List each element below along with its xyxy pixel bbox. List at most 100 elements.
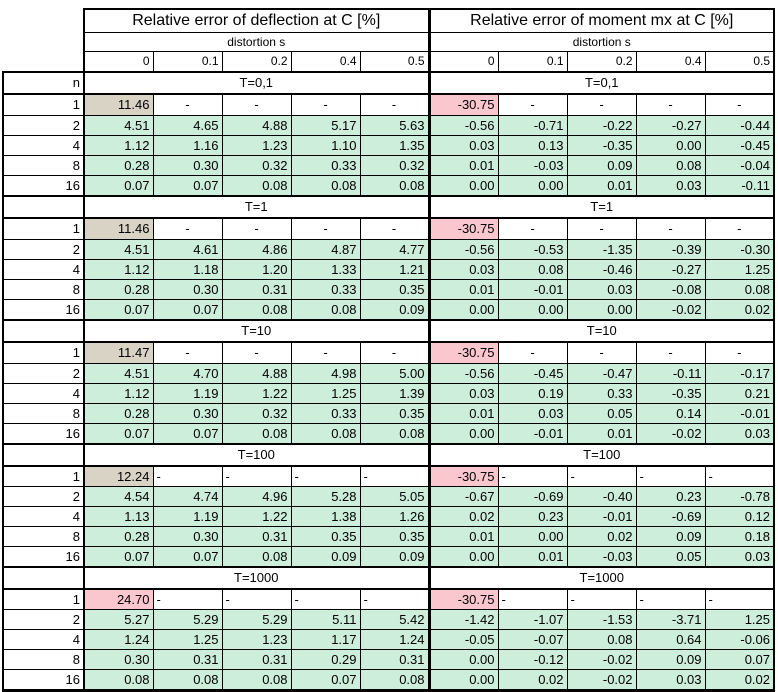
data-row: 8 0.30 0.31 0.31 0.29 0.31 0.00 -0.12 -0.02 0.09 0… xyxy=(2,648,775,670)
col-header: 0.1 xyxy=(152,51,223,72)
moment-value-cell: -0.01 xyxy=(497,422,568,444)
moment-value-cell: - xyxy=(704,217,775,240)
deflection-value-cell: 5.27 xyxy=(83,608,154,630)
deflection-value-cell: - xyxy=(221,341,292,364)
data-row: 2 5.27 5.29 5.29 5.11 5.42 -1.42 -1.07 -1.53 -3.7… xyxy=(2,608,775,630)
moment-value-cell: -1.07 xyxy=(497,608,568,630)
moment-value-cell: 0.00 xyxy=(428,668,499,692)
deflection-value-cell: 4.96 xyxy=(221,485,292,507)
col-header: 0.5 xyxy=(359,51,431,72)
deflection-value-cell: 0.07 xyxy=(83,298,154,320)
moment-value-cell: - xyxy=(497,93,568,116)
moment-value-cell: -0.53 xyxy=(497,238,568,260)
data-row: 8 0.28 0.30 0.31 0.35 0.35 0.01 0.00 0.02 0.09 0.1… xyxy=(2,525,775,547)
moment-value-cell: - xyxy=(704,93,775,116)
deflection-value-cell: 0.08 xyxy=(221,668,292,692)
moment-value-cell: - xyxy=(497,588,568,610)
moment-value-cell: - xyxy=(566,217,637,240)
moment-value-cell: 0.09 xyxy=(566,154,637,176)
deflection-value-cell: 0.08 xyxy=(83,668,154,692)
n-value-label: 16 xyxy=(2,668,85,692)
deflection-value-cell: 4.98 xyxy=(290,362,361,384)
col-header: 0 xyxy=(83,51,154,72)
t-section-header-row: T=1000 T=1000 xyxy=(2,565,775,590)
col-header: 0.4 xyxy=(290,51,361,72)
deflection-value-cell: 0.08 xyxy=(221,174,292,196)
n-value-label: 16 xyxy=(2,422,85,444)
moment-value-cell: 0.14 xyxy=(635,402,706,424)
data-row: 2 4.54 4.74 4.96 5.28 5.05 -0.67 -0.69 -0.40 0.23… xyxy=(2,485,775,507)
deflection-value-cell: 0.08 xyxy=(221,545,292,567)
t-section-label: T=10 xyxy=(83,318,431,343)
deflection-value-cell: 4.70 xyxy=(152,362,223,384)
deflection-value-cell: 1.35 xyxy=(359,134,431,156)
deflection-value-cell: 4.54 xyxy=(83,485,154,507)
moment-value-cell: 0.12 xyxy=(704,505,775,527)
t-section-label: T=1000 xyxy=(428,565,775,590)
deflection-value-cell: 1.13 xyxy=(83,505,154,527)
moment-value-cell: -0.40 xyxy=(566,485,637,507)
label-spacer xyxy=(2,565,85,590)
deflection-value-cell: 1.33 xyxy=(290,258,361,280)
moment-value-cell: - xyxy=(635,588,706,610)
column-header-row: 0 0.1 0.2 0.4 0.5 0 0.1 0.2 0.4 0.5 xyxy=(3,51,775,72)
moment-value-cell: -0.27 xyxy=(635,258,706,280)
moment-value-cell: -0.22 xyxy=(566,114,637,136)
deflection-value-cell: 0.08 xyxy=(221,298,292,320)
moment-value-cell: 0.00 xyxy=(497,298,568,320)
deflection-value-cell: 1.25 xyxy=(152,628,223,650)
t-section-label: T=100 xyxy=(83,442,431,467)
n-value-label: 8 xyxy=(2,278,85,300)
deflection-value-cell: 5.11 xyxy=(290,608,361,630)
n-value-label: 2 xyxy=(2,238,85,260)
deflection-value-cell: - xyxy=(290,217,361,240)
moment-value-cell: 0.05 xyxy=(635,545,706,567)
moment-value-cell: -3.71 xyxy=(635,608,706,630)
data-row: 8 0.28 0.30 0.32 0.33 0.35 0.01 0.03 0.05 0.14 -0.… xyxy=(2,402,775,424)
n-value-label: 4 xyxy=(2,134,85,156)
moment-value-cell: 0.00 xyxy=(428,648,499,670)
deflection-value-cell: - xyxy=(359,341,431,364)
deflection-value-cell: 0.08 xyxy=(359,422,431,444)
moment-value-cell: - xyxy=(635,465,706,487)
moment-value-cell: 0.08 xyxy=(635,154,706,176)
deflection-value-cell: 0.08 xyxy=(290,174,361,196)
moment-value-cell: 0.00 xyxy=(566,298,637,320)
moment-value-cell: 0.00 xyxy=(497,525,568,547)
deflection-value-cell: 1.12 xyxy=(83,134,154,156)
deflection-value-cell: - xyxy=(359,93,431,116)
moment-value-cell: -0.07 xyxy=(497,628,568,650)
deflection-value-cell: 0.32 xyxy=(221,402,292,424)
moment-value-cell: 0.01 xyxy=(428,402,499,424)
col-header: 0.1 xyxy=(497,51,568,72)
moment-value-cell: -1.35 xyxy=(566,238,637,260)
moment-value-cell: -30.75 xyxy=(428,465,499,487)
moment-value-cell: -0.56 xyxy=(428,114,499,136)
deflection-value-cell: 0.35 xyxy=(359,278,431,300)
deflection-value-cell: 1.23 xyxy=(221,134,292,156)
moment-value-cell: 0.01 xyxy=(566,422,637,444)
n-value-label: 8 xyxy=(2,525,85,547)
deflection-value-cell: 0.32 xyxy=(221,154,292,176)
data-row: 2 4.51 4.65 4.88 5.17 5.63 -0.56 -0.71 -0.22 -0.2… xyxy=(2,114,775,136)
moment-value-cell: 0.02 xyxy=(428,505,499,527)
deflection-value-cell: - xyxy=(221,588,292,610)
deflection-value-cell: 0.31 xyxy=(359,648,431,670)
moment-value-cell: 0.09 xyxy=(635,648,706,670)
deflection-value-cell: 1.24 xyxy=(359,628,431,650)
deflection-value-cell: 0.35 xyxy=(359,525,431,547)
moment-value-cell: -0.47 xyxy=(566,362,637,384)
deflection-value-cell: 0.31 xyxy=(152,648,223,670)
moment-value-cell: -1.53 xyxy=(566,608,637,630)
data-row: 1 11.47- - - - -30.75- - - - xyxy=(2,341,775,364)
error-comparison-table: Relative error of deflection at C [%] Re… xyxy=(2,8,775,692)
deflection-value-cell: 0.09 xyxy=(359,545,431,567)
data-row: 16 0.07 0.07 0.08 0.08 0.08 0.00 -0.01 0.01 -0.02… xyxy=(2,422,775,444)
t-section-label: T=1 xyxy=(428,194,775,219)
moment-value-cell: -0.02 xyxy=(566,668,637,692)
deflection-value-cell: - xyxy=(359,465,431,487)
deflection-value-cell: - xyxy=(152,341,223,364)
moment-value-cell: - xyxy=(497,465,568,487)
deflection-value-cell: 0.30 xyxy=(83,648,154,670)
deflection-value-cell: 0.31 xyxy=(221,648,292,670)
